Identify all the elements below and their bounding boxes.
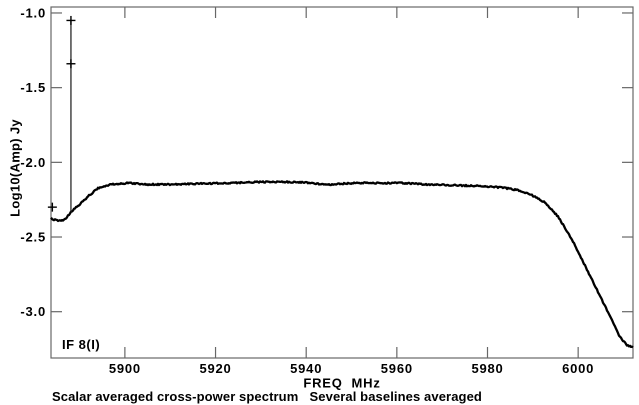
if-polarization-label: IF 8(I) xyxy=(62,337,101,352)
x-tick-label: 6000 xyxy=(562,361,594,376)
x-tick-label: 5960 xyxy=(381,361,413,376)
y-tick-label: -3.0 xyxy=(20,304,46,319)
y-tick-label: -1.0 xyxy=(20,5,46,20)
x-axis-label: FREQ MHz xyxy=(303,375,381,391)
y-axis-label: Log10(Amp) Jy xyxy=(7,119,23,217)
x-tick-label: 5980 xyxy=(471,361,503,376)
x-tick-label: 5900 xyxy=(109,361,141,376)
plot-caption: Scalar averaged cross-power spectrum Sev… xyxy=(52,389,482,404)
x-tick-label: 5940 xyxy=(290,361,322,376)
x-tick-label: 5920 xyxy=(199,361,231,376)
y-tick-label: -1.5 xyxy=(20,80,46,95)
spectrum-curve xyxy=(50,180,634,349)
y-tick-label: -2.0 xyxy=(20,155,46,170)
plot-frame xyxy=(50,6,634,359)
y-tick-label: -2.5 xyxy=(20,230,46,245)
